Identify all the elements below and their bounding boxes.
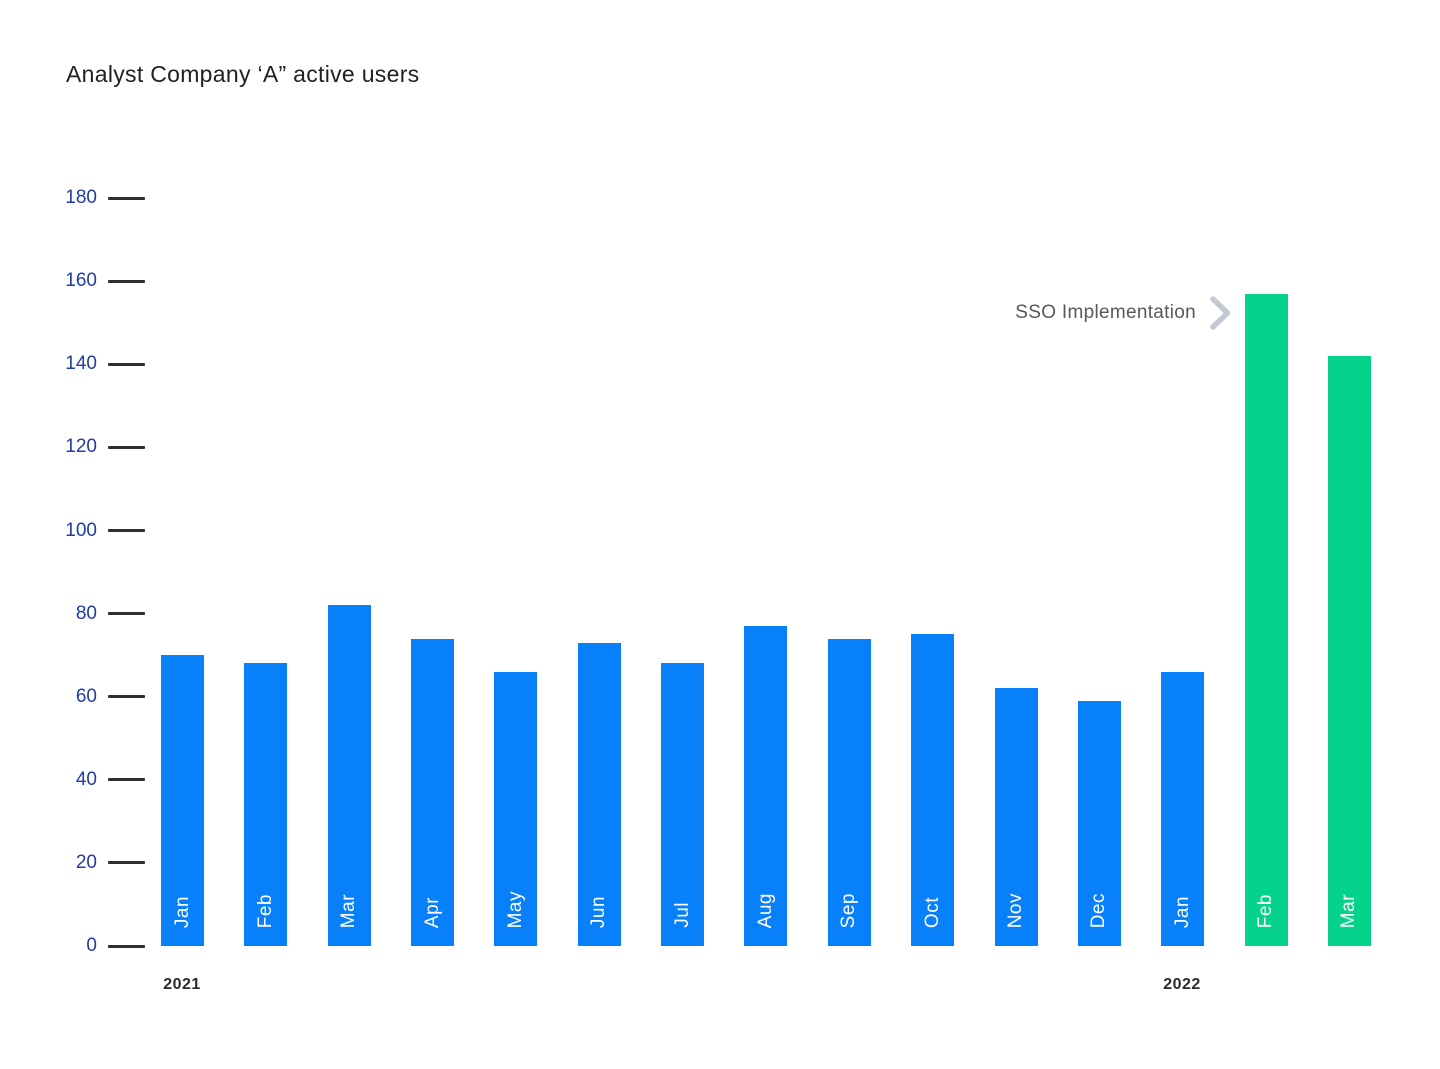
bar-sep-2021: Sep (827, 638, 871, 946)
bar-month-label: Aug (754, 892, 776, 928)
bar-month-label: Nov (1005, 892, 1026, 928)
chevron-right-icon (1210, 296, 1231, 330)
bar-month-label: Feb (1255, 893, 1277, 928)
bar-month-label: Oct (921, 896, 943, 928)
bar-month-label: Jan (171, 895, 193, 928)
bar-month-label: Mar (1338, 893, 1360, 928)
y-tick-mark (108, 861, 145, 865)
y-tick-mark (108, 778, 145, 782)
bar-month-label: Mar (338, 893, 360, 928)
bar-mar-2021: Mar (327, 605, 371, 946)
y-tick-label: 140 (65, 353, 97, 375)
y-tick-mark (108, 362, 145, 366)
bar-month-label: Dec (1088, 892, 1110, 928)
bar-month-label: Jul (671, 902, 693, 928)
bar-feb-2022: Feb (1244, 293, 1288, 946)
bar-may-2021: May (494, 671, 538, 946)
bar-feb-2021: Feb (244, 663, 288, 946)
bar-apr-2021: Apr (411, 638, 455, 946)
bar-mar-2022: Mar (1327, 355, 1371, 946)
year-label-2021: 2021 (163, 976, 201, 993)
y-tick-mark (108, 279, 145, 283)
bar-jan-2021: Jan (161, 655, 204, 946)
sso-annotation-label: SSO Implementation (1015, 302, 1196, 323)
y-tick-label: 0 (86, 935, 97, 956)
bar-month-label: May (504, 890, 526, 928)
bar-aug-2021: Aug (744, 626, 788, 946)
y-tick-mark (108, 695, 145, 699)
bar-jun-2021: Jun (577, 642, 621, 946)
chart-title: Analyst Company ‘A” active users (66, 61, 420, 87)
bar-jan-2022: Jan (1161, 671, 1205, 946)
y-tick-label: 100 (65, 519, 97, 541)
year-label-2022: 2022 (1163, 976, 1201, 993)
bar-month-label: Jan (1171, 895, 1193, 928)
y-tick-mark (108, 529, 145, 532)
bar-month-label: Feb (254, 893, 276, 928)
bar-month-label: Jun (588, 895, 610, 928)
y-tick-label: 180 (65, 187, 97, 209)
y-tick-label: 80 (75, 602, 97, 624)
bar-month-label: Sep (838, 892, 860, 928)
bar-month-label: Apr (421, 896, 443, 928)
y-tick-mark (108, 612, 145, 616)
y-tick-mark (108, 445, 145, 449)
bar-oct-2021: Oct (911, 634, 955, 946)
sso-annotation: SSO Implementation (1000, 294, 1232, 332)
y-tick-label: 60 (75, 685, 97, 707)
y-tick-label: 40 (75, 768, 97, 790)
y-tick-label: 120 (65, 436, 97, 458)
bar-jul-2021: Jul (661, 663, 705, 946)
bar-nov-2021: Nov (994, 688, 1038, 946)
y-tick-mark (108, 196, 145, 200)
y-tick-label: 160 (65, 270, 97, 292)
bar-dec-2021: Dec (1077, 700, 1121, 946)
chevron-right-stroke (1210, 296, 1231, 330)
y-tick-mark (108, 944, 145, 948)
y-tick-label: 20 (75, 851, 97, 873)
